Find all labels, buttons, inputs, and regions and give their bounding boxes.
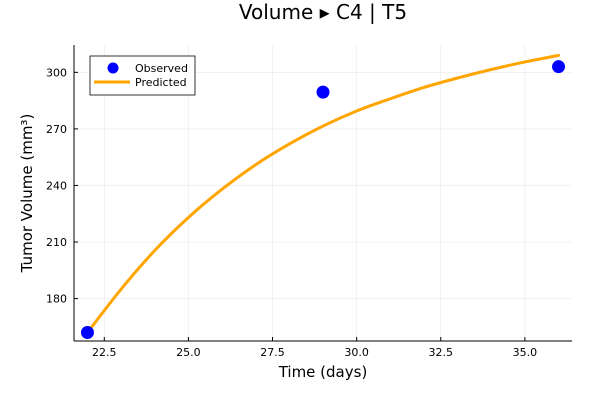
x-tick-label: 35.0 — [513, 346, 538, 359]
y-axis-label: Tumor Volume (mm³) — [18, 114, 36, 274]
x-ticks: 22.5 25.0 27.5 30.0 32.5 35.0 — [92, 337, 537, 359]
x-tick-label: 27.5 — [260, 346, 285, 359]
y-tick-label: 210 — [46, 236, 67, 249]
legend-label-observed: Observed — [135, 62, 188, 75]
y-tick-label: 240 — [46, 179, 67, 192]
predicted-series-line — [85, 53, 561, 335]
observed-point — [552, 60, 566, 74]
observed-point — [316, 85, 330, 99]
x-tick-label: 30.0 — [344, 346, 369, 359]
chart-title: Volume ▸ C4 | T5 — [239, 0, 407, 24]
y-tick-label: 180 — [46, 293, 67, 306]
legend-box — [89, 55, 196, 96]
observed-point — [80, 326, 94, 340]
y-tick-label: 300 — [46, 66, 67, 79]
y-ticks: 180 210 240 270 300 — [46, 66, 78, 306]
legend: Observed Predicted — [89, 55, 196, 96]
legend-label-predicted: Predicted — [135, 76, 187, 89]
x-axis-label: Time (days) — [278, 363, 368, 381]
legend-marker-observed — [107, 62, 119, 74]
y-tick-label: 270 — [46, 123, 67, 136]
x-tick-label: 22.5 — [92, 346, 117, 359]
x-tick-label: 32.5 — [429, 346, 454, 359]
x-tick-label: 25.0 — [176, 346, 201, 359]
series-layer — [80, 53, 566, 340]
